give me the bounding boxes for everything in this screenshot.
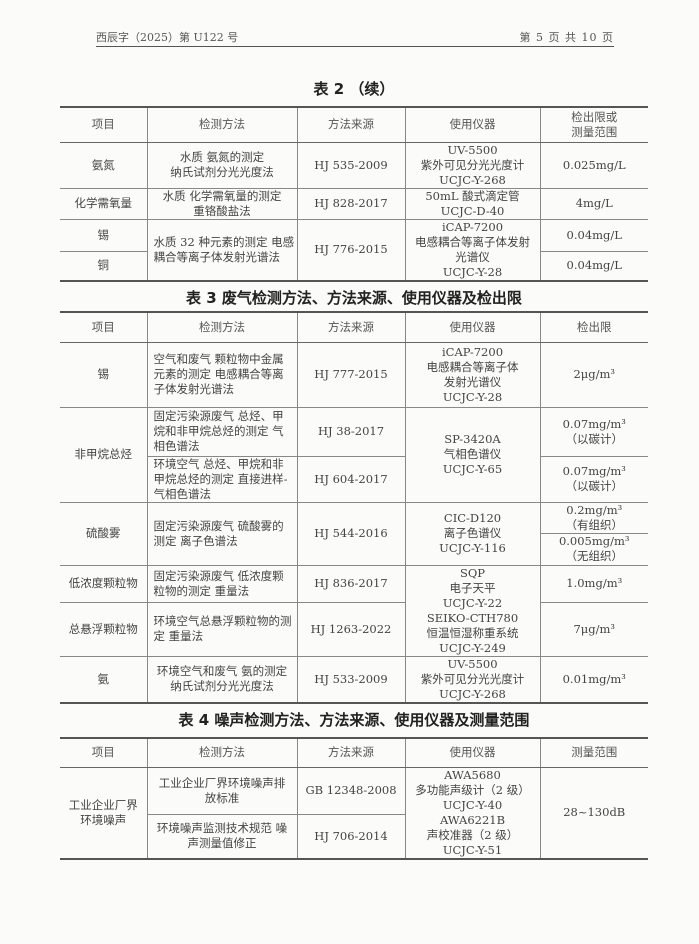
col-header: 检测方法 <box>146 737 298 768</box>
cell-limit: 0.07mg/m³ （以碳计） <box>539 406 648 457</box>
table-row: 锡 水质 32 种元素的测定 电感耦合等离子体发射光谱法 HJ 776-2015… <box>60 218 648 281</box>
table-row: 环境空气 总烃、甲烷和非甲烷总烃的测定 直接进样-气相色谱法 HJ 604-20… <box>60 455 648 503</box>
cell-method: 固定污染源废气 低浓度颗粒物的测定 重量法 <box>146 564 298 603</box>
table-row: 硫酸雾 固定污染源废气 硫酸雾的测定 离子色谱法 HJ 544-2016 CIC… <box>60 501 648 566</box>
table3: 项目 检测方法 方法来源 使用仪器 检出限 锡 空气和废气 颗粒物中金属元素的测… <box>60 311 648 704</box>
col-header: 检测方法 <box>146 311 298 343</box>
col-header: 使用仪器 <box>404 311 541 343</box>
cell-method: 环境噪声监测技术规范 噪 声测量值修正 <box>147 813 298 860</box>
cell-method: 水质 32 种元素的测定 电感耦合等离子体发射光谱法 <box>146 218 298 281</box>
col-header: 测量范围 <box>539 737 648 768</box>
cell-method: 固定污染源废气 硫酸雾的测定 离子色谱法 <box>146 501 298 566</box>
cell-instrument: CIC-D120 离子色谱仪 UCJC-Y-116 <box>404 501 541 566</box>
cell-method: 固定污染源废气 总烃、甲烷和非甲烷总烃的测定 气相色谱法 <box>146 406 298 457</box>
col-header: 方法来源 <box>296 311 406 343</box>
col-header: 方法来源 <box>296 737 406 768</box>
cell-method: 空气和废气 颗粒物中金属元素的测定 电感耦合等离子体发射光谱法 <box>146 341 298 408</box>
cell-method: 水质 化学需氧量的测定 重铬酸盐法 <box>146 187 298 220</box>
cell-source: HJ 776-2015 <box>296 218 406 281</box>
cell-item: 锡 <box>60 341 148 408</box>
cell-source: HJ 544-2016 <box>296 501 406 566</box>
table4-title: 表 4 噪声检测方法、方法来源、使用仪器及测量范围 <box>178 711 530 729</box>
cell-method: 水质 氨氮的测定 纳氏试剂分光光度法 <box>146 141 298 189</box>
col-header: 项目 <box>60 737 148 768</box>
table3-title: 表 3 废气检测方法、方法来源、使用仪器及检出限 <box>186 289 522 307</box>
table-row: 化学需氧量 水质 化学需氧量的测定 重铬酸盐法 HJ 828-2017 50mL… <box>60 187 648 220</box>
cell-limit: 4mg/L <box>539 187 648 220</box>
cell-limit: 2μg/m³ <box>539 341 648 408</box>
cell-item: 总悬浮颗粒物 <box>60 601 148 657</box>
col-header: 使用仪器 <box>404 737 541 768</box>
cell-limit: 1.0mg/m³ <box>539 564 648 603</box>
cell-source: HJ 777-2015 <box>296 341 406 408</box>
table-header-row: 项目 检测方法 方法来源 使用仪器 检出限 <box>60 311 648 343</box>
cell-limit: 7μg/m³ <box>539 601 648 657</box>
cell-item: 铜 <box>60 251 148 281</box>
col-header: 检出限或 测量范围 <box>539 106 648 143</box>
table-row: 氨 环境空气和废气 氨的测定 纳氏试剂分光光度法 HJ 533-2009 UV-… <box>60 655 648 703</box>
cell-source: HJ 1263-2022 <box>296 601 406 657</box>
cell-item: 硫酸雾 <box>60 501 148 566</box>
cell-limit: 0.025mg/L <box>539 141 648 189</box>
col-header: 检测方法 <box>146 106 298 143</box>
page-number: 第 5 页 共 10 页 <box>519 31 614 44</box>
cell-instrument: SQP 电子天平 UCJC-Y-22 SEIKO-CTH780 恒温恒湿称重系统… <box>404 564 541 657</box>
col-header: 使用仪器 <box>404 106 541 143</box>
document-number: 西辰字（2025）第 U122 号 <box>96 31 239 44</box>
cell-item: 氨氮 <box>60 141 148 189</box>
cell-method: 环境空气 总烃、甲烷和非甲烷总烃的测定 直接进样-气相色谱法 <box>147 455 298 503</box>
cell-limit: 0.01mg/m³ <box>539 655 648 703</box>
cell-instrument: UV-5500 紫外可见分光光度计 UCJC-Y-268 <box>404 141 541 189</box>
table-row: 氨氮 水质 氨氮的测定 纳氏试剂分光光度法 HJ 535-2009 UV-550… <box>60 141 648 189</box>
cell-method: 环境空气总悬浮颗粒物的测定 重量法 <box>146 601 298 657</box>
cell-source: HJ 604-2017 <box>296 455 406 503</box>
table-row: 铜 0.04mg/L <box>60 251 648 281</box>
col-header: 项目 <box>60 106 148 143</box>
col-header: 检出限 <box>539 311 648 343</box>
table-row: 非甲烷总烃 固定污染源废气 总烃、甲烷和非甲烷总烃的测定 气相色谱法 HJ 38… <box>60 406 648 503</box>
col-header: 方法来源 <box>296 106 406 143</box>
cell-instrument: UV-5500 紫外可见分光光度计 UCJC-Y-268 <box>404 655 541 703</box>
table4: 项目 检测方法 方法来源 使用仪器 测量范围 工业企业厂界 环境噪声 工业企业厂… <box>60 737 648 860</box>
cell-source: HJ 535-2009 <box>296 141 406 189</box>
cell-instrument: iCAP-7200 电感耦合等离子体发射 光谱仪 UCJC-Y-28 <box>404 218 541 281</box>
cell-instrument: 50mL 酸式滴定管 UCJC-D-40 <box>404 187 541 220</box>
cell-method: 环境空气和废气 氨的测定 纳氏试剂分光光度法 <box>146 655 298 703</box>
table-row: 低浓度颗粒物 固定污染源废气 低浓度颗粒物的测定 重量法 HJ 836-2017… <box>60 564 648 657</box>
cell-item: 低浓度颗粒物 <box>60 564 148 603</box>
cell-source: GB 12348-2008 <box>296 766 406 815</box>
page-header: 西辰字（2025）第 U122 号 第 5 页 共 10 页 <box>96 24 614 47</box>
cell-limit: 0.07mg/m³ （以碳计） <box>539 455 648 503</box>
cell-limit: 0.04mg/L <box>539 251 648 281</box>
cell-item: 非甲烷总烃 <box>60 406 148 503</box>
cell-instrument: iCAP-7200 电感耦合等离子体 发射光谱仪 UCJC-Y-28 <box>404 341 541 408</box>
cell-source: HJ 706-2014 <box>296 813 405 860</box>
cell-item: 化学需氧量 <box>60 187 148 220</box>
table-row: 总悬浮颗粒物 环境空气总悬浮颗粒物的测定 重量法 HJ 1263-2022 7μ… <box>60 601 648 657</box>
table-row: 环境噪声监测技术规范 噪 声测量值修正 HJ 706-2014 <box>60 813 648 860</box>
table-row: 0.005mg/m³ （无组织） <box>60 532 648 566</box>
cell-limit: 0.04mg/L <box>539 218 648 253</box>
table-header-row: 项目 检测方法 方法来源 使用仪器 检出限或 测量范围 <box>60 106 648 143</box>
cell-limit: 0.2mg/m³ （有组织） <box>539 501 648 534</box>
table-row: 工业企业厂界 环境噪声 工业企业厂界环境噪声排 放标准 GB 12348-200… <box>60 766 648 859</box>
cell-item: 工业企业厂界 环境噪声 <box>60 766 148 859</box>
cell-source: HJ 38-2017 <box>296 406 406 457</box>
cell-item: 锡 <box>60 218 148 253</box>
table2: 项目 检测方法 方法来源 使用仪器 检出限或 测量范围 氨氮 水质 氨氮的测定 … <box>60 106 648 282</box>
cell-instrument: AWA5680 多功能声级计（2 级） UCJC-Y-40 AWA6221B 声… <box>404 766 541 859</box>
cell-instrument: SP-3420A 气相色谱仪 UCJC-Y-65 <box>404 406 541 503</box>
table-row: 锡 空气和废气 颗粒物中金属元素的测定 电感耦合等离子体发射光谱法 HJ 777… <box>60 341 648 408</box>
col-header: 项目 <box>60 311 148 343</box>
table2-title: 表 2 （续） <box>313 80 395 98</box>
cell-method: 工业企业厂界环境噪声排 放标准 <box>146 766 298 815</box>
cell-item: 氨 <box>60 655 148 703</box>
cell-source: HJ 836-2017 <box>296 564 406 603</box>
cell-source: HJ 533-2009 <box>296 655 406 703</box>
cell-range: 28~130dB <box>539 766 648 859</box>
table-header-row: 项目 检测方法 方法来源 使用仪器 测量范围 <box>60 737 648 768</box>
cell-source: HJ 828-2017 <box>296 187 406 220</box>
cell-limit: 0.005mg/m³ （无组织） <box>540 532 648 566</box>
